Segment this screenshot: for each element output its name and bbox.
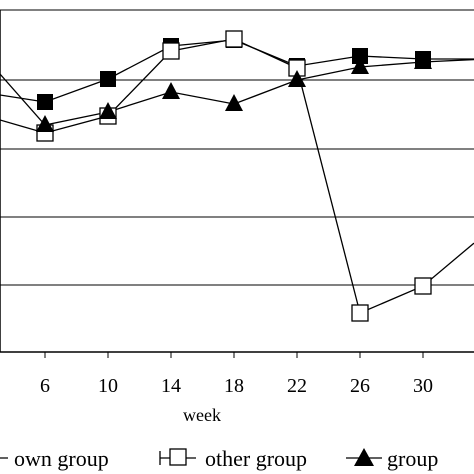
legend-marker-group [354,448,374,466]
legend-label-other-group: other group [205,446,307,471]
plot-frame [0,10,474,353]
series-line-own-group [0,39,474,103]
marker-group-week-14 [162,82,180,99]
marker-own-group-week-6 [37,94,53,110]
x-tick-label-22: 22 [287,375,307,397]
marker-other-group-week-26 [351,304,369,322]
x-tick-label-10: 10 [98,375,118,397]
series-markers [36,30,432,322]
x-tick-label-18: 18 [224,375,244,397]
marker-group-week-10 [99,102,117,119]
legend-label-group: group [387,446,438,471]
marker-other-group-week-30 [414,277,432,295]
marker-group-week-18 [225,94,243,111]
legend: own group other group group [0,446,438,471]
marker-own-group-week-10 [100,71,116,87]
legend-item-other-group: other group [159,446,307,471]
marker-group-week-6 [36,115,54,132]
legend-marker-other-group [169,448,187,466]
gridlines [0,9,474,286]
legend-item-group: group [346,446,438,471]
marker-other-group-week-14 [162,42,180,60]
marker-group-week-22 [288,70,306,87]
x-axis-ticks: 61014182226303 [40,352,433,397]
marker-own-group-week-26 [352,48,368,64]
marker-other-group-week-18 [225,30,243,48]
legend-label-own-group: own group [14,446,109,471]
x-tick-label-26: 26 [350,375,370,397]
x-tick-label-6: 6 [40,375,50,397]
x-axis-label: week [183,405,221,425]
x-tick-label-30: 30 [413,375,433,397]
marker-group-week-30 [414,52,432,69]
marker-group-week-26 [351,57,369,74]
x-tick-label-14: 14 [161,375,181,397]
legend-item-own-group: own group [0,446,109,471]
